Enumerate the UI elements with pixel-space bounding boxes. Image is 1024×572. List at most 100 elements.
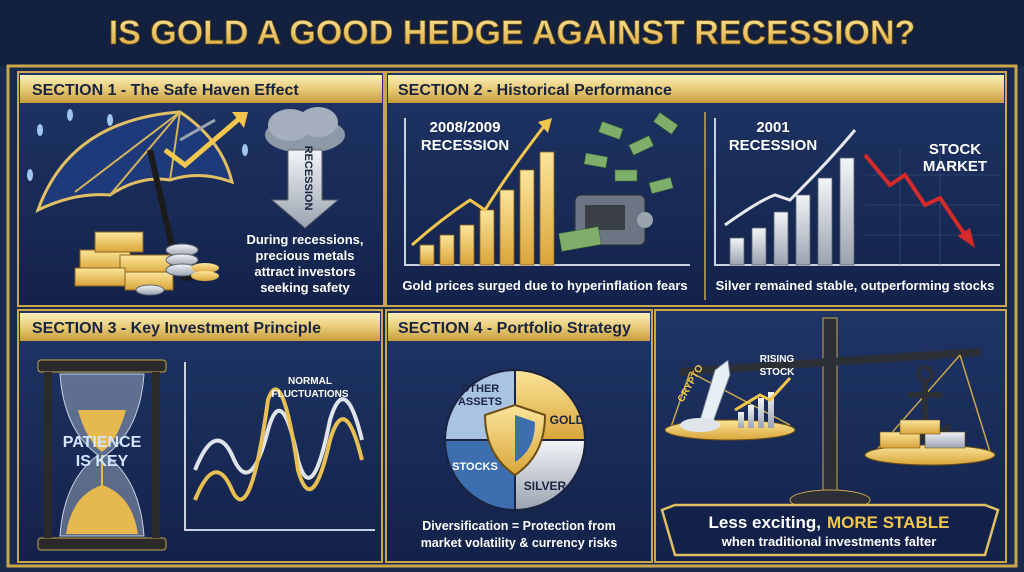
silver-chart-illustration-part <box>714 118 1000 266</box>
balance-scale-illustration <box>664 317 996 511</box>
umbrella-illustration-part-part <box>37 124 43 136</box>
fluctuation-chart-illustration-part <box>184 362 375 531</box>
umbrella-illustration-part <box>191 263 219 273</box>
chart-label: RECESSION <box>729 137 817 154</box>
chart-label: STOCK <box>929 141 981 158</box>
hourglass-illustration-part <box>37 359 167 373</box>
gold-chart-illustration-part <box>411 124 547 247</box>
silver-chart-illustration-part <box>724 129 857 227</box>
hourglass-label: IS KEY <box>76 453 129 470</box>
balance-scale-illustration-part <box>679 348 981 376</box>
wheel-label: SILVER <box>524 479 567 493</box>
recession-arrow-label: RECESSION <box>302 146 314 211</box>
section-2-right-caption: Silver remained stable, outperforming st… <box>716 278 995 293</box>
section-2-panel <box>385 71 1007 307</box>
gold-chart-illustration-part-part <box>459 224 475 266</box>
hourglass-illustration-part <box>37 537 167 551</box>
umbrella-illustration-part <box>74 111 181 196</box>
umbrella-illustration-part <box>27 109 248 181</box>
fluctuation-chart-illustration-part <box>193 397 364 480</box>
section-1-caption: During recessions, <box>246 232 363 247</box>
silver-chart-illustration-part-part <box>817 177 833 266</box>
gold-chart-illustration-part-part <box>419 244 435 266</box>
gold-chart-illustration-part <box>419 151 555 266</box>
gold-chart-illustration-part-part <box>628 135 654 156</box>
silver-chart-illustration-part <box>865 150 1000 265</box>
hourglass-label: PATIENCE <box>63 434 142 451</box>
section-2-left-caption: Gold prices surged due to hyperinflation… <box>402 278 687 293</box>
banner-subtitle: when traditional investments falter <box>721 534 937 549</box>
chart-label: RECESSION <box>421 137 509 154</box>
umbrella-illustration-part-part <box>67 109 73 121</box>
umbrella-illustration-part <box>179 118 216 142</box>
umbrella-illustration-part-part <box>107 114 113 126</box>
hourglass-illustration-part <box>78 410 126 452</box>
silver-chart-illustration-part-part <box>729 237 745 266</box>
umbrella-illustration-part <box>232 112 248 128</box>
balance-scale-illustration-part <box>916 365 934 383</box>
section-4-caption: Diversification = Protection from <box>422 519 615 533</box>
chart-label: MARKET <box>923 158 987 175</box>
umbrella-illustration-part-part <box>27 169 33 181</box>
umbrella-illustration-part-part <box>135 284 165 296</box>
umbrella-illustration-part-part <box>94 231 144 253</box>
gold-chart-illustration-part <box>404 118 690 266</box>
gold-chart-illustration-part <box>585 205 625 230</box>
balance-scale-illustration-part-part <box>879 431 921 449</box>
gold-chart-illustration-part-part <box>479 209 495 266</box>
banner-text: Less exciting, <box>709 513 821 532</box>
balance-scale-illustration-part <box>822 317 838 499</box>
balance-scale-illustration-part <box>879 419 966 449</box>
chart-label: FLUCTUATIONS <box>271 389 348 400</box>
umbrella-illustration-part-part <box>74 267 126 287</box>
banner-highlight: MORE STABLE <box>827 513 949 532</box>
chart-label: 2008/2009 <box>430 119 501 136</box>
umbrella-illustration-part-part <box>242 144 248 156</box>
gold-chart-illustration-part-part <box>519 169 535 266</box>
balance-scale-illustration-part-part <box>738 412 744 428</box>
gold-chart-illustration-part-part <box>653 112 679 135</box>
chart-label: 2001 <box>756 119 789 136</box>
silver-chart-illustration-part-part <box>751 227 767 266</box>
umbrella-illustration <box>27 109 248 296</box>
background-part <box>0 0 1024 66</box>
gold-chart-illustration-part-part <box>539 151 555 266</box>
gold-chart-illustration-part-part <box>614 169 638 182</box>
silver-chart-illustration-part <box>729 157 855 266</box>
gold-chart-illustration-part <box>558 112 679 252</box>
chart-label: NORMAL <box>288 376 332 387</box>
recession-cloud-part <box>298 107 338 137</box>
silver-chart-illustration-part-part <box>773 211 789 266</box>
wheel-label: ASSETS <box>458 396 502 408</box>
recession-cloud-part <box>270 149 340 229</box>
banner <box>660 503 1000 557</box>
section-1-header-bar <box>20 75 382 103</box>
banner-part <box>660 503 1000 557</box>
balance-scale-illustration-part-part <box>748 405 754 428</box>
balance-scale-illustration-part <box>734 376 792 412</box>
hourglass-illustration-part <box>44 372 52 538</box>
wheel-label: GOLD <box>550 413 585 427</box>
balance-scale-illustration-part-part <box>924 431 966 449</box>
hourglass-illustration <box>37 359 167 551</box>
umbrella-illustration-part <box>135 243 199 296</box>
umbrella-illustration-part <box>163 116 242 169</box>
scale-label: STOCK <box>760 367 796 378</box>
balance-scale-illustration-part-part <box>758 398 764 428</box>
background-part <box>6 64 1018 568</box>
umbrella-illustration-part <box>191 271 219 281</box>
section-3-header-bar <box>20 313 380 341</box>
balance-scale-illustration-part <box>669 354 991 453</box>
banner-headline: Less exciting, MORE STABLE <box>709 513 950 532</box>
balance-scale-illustration-part <box>738 392 774 428</box>
section-1-header: SECTION 1 - The Safe Haven Effect <box>32 82 299 99</box>
gold-chart-illustration-part <box>538 118 552 133</box>
umbrella-illustration-part <box>74 231 174 291</box>
diversification-wheel <box>443 368 587 512</box>
balance-scale-illustration-part <box>680 418 720 432</box>
section-3-header: SECTION 3 - Key Investment Principle <box>32 320 321 337</box>
gold-chart-illustration-part-part <box>598 121 624 140</box>
silver-chart-illustration-part <box>958 228 975 248</box>
section-4-caption: market volatility & currency risks <box>421 536 618 550</box>
